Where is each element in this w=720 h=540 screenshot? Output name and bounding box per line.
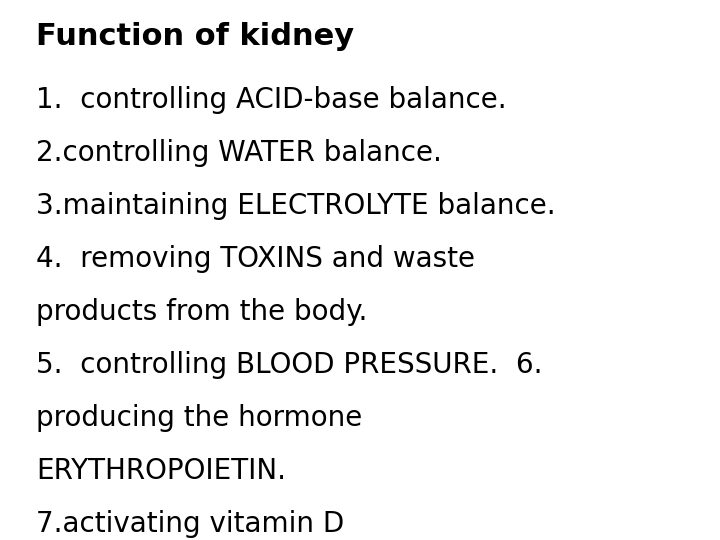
Text: 7.activating vitamin D: 7.activating vitamin D xyxy=(36,510,344,538)
Text: 1.  controlling ACID-base balance.: 1. controlling ACID-base balance. xyxy=(36,86,507,114)
Text: ERYTHROPOIETIN.: ERYTHROPOIETIN. xyxy=(36,457,286,485)
Text: 5.  controlling BLOOD PRESSURE.  6.: 5. controlling BLOOD PRESSURE. 6. xyxy=(36,351,542,379)
Text: 3.maintaining ELECTROLYTE balance.: 3.maintaining ELECTROLYTE balance. xyxy=(36,192,556,220)
Text: 4.  removing TOXINS and waste: 4. removing TOXINS and waste xyxy=(36,245,475,273)
Text: Function of kidney: Function of kidney xyxy=(36,22,354,51)
Text: products from the body.: products from the body. xyxy=(36,298,367,326)
Text: 2.controlling WATER balance.: 2.controlling WATER balance. xyxy=(36,139,442,167)
Text: producing the hormone: producing the hormone xyxy=(36,404,362,432)
